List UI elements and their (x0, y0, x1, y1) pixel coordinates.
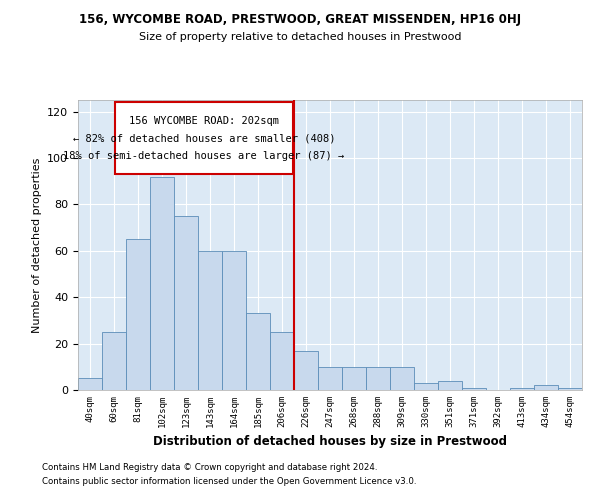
Y-axis label: Number of detached properties: Number of detached properties (32, 158, 41, 332)
X-axis label: Distribution of detached houses by size in Prestwood: Distribution of detached houses by size … (153, 436, 507, 448)
Text: 156, WYCOMBE ROAD, PRESTWOOD, GREAT MISSENDEN, HP16 0HJ: 156, WYCOMBE ROAD, PRESTWOOD, GREAT MISS… (79, 12, 521, 26)
Bar (174, 216, 198, 390)
Text: 18% of semi-detached houses are larger (87) →: 18% of semi-detached houses are larger (… (64, 150, 344, 160)
Bar (78, 378, 102, 390)
Bar (198, 251, 222, 390)
Bar (222, 251, 246, 390)
Bar (126, 239, 150, 390)
Bar (558, 388, 582, 390)
Bar (115, 102, 293, 174)
Bar (294, 350, 318, 390)
Bar (510, 388, 534, 390)
Bar (366, 367, 390, 390)
Text: Contains HM Land Registry data © Crown copyright and database right 2024.: Contains HM Land Registry data © Crown c… (42, 464, 377, 472)
Bar (438, 380, 462, 390)
Text: Contains public sector information licensed under the Open Government Licence v3: Contains public sector information licen… (42, 477, 416, 486)
Text: Size of property relative to detached houses in Prestwood: Size of property relative to detached ho… (139, 32, 461, 42)
Bar (318, 367, 342, 390)
Bar (390, 367, 414, 390)
Bar (150, 176, 174, 390)
Bar (534, 386, 558, 390)
Bar (462, 388, 486, 390)
Bar (102, 332, 126, 390)
Bar (246, 314, 270, 390)
Text: ← 82% of detached houses are smaller (408): ← 82% of detached houses are smaller (40… (73, 134, 335, 143)
Bar (270, 332, 294, 390)
Bar (342, 367, 366, 390)
Text: 156 WYCOMBE ROAD: 202sqm: 156 WYCOMBE ROAD: 202sqm (129, 116, 279, 126)
Bar (414, 383, 438, 390)
